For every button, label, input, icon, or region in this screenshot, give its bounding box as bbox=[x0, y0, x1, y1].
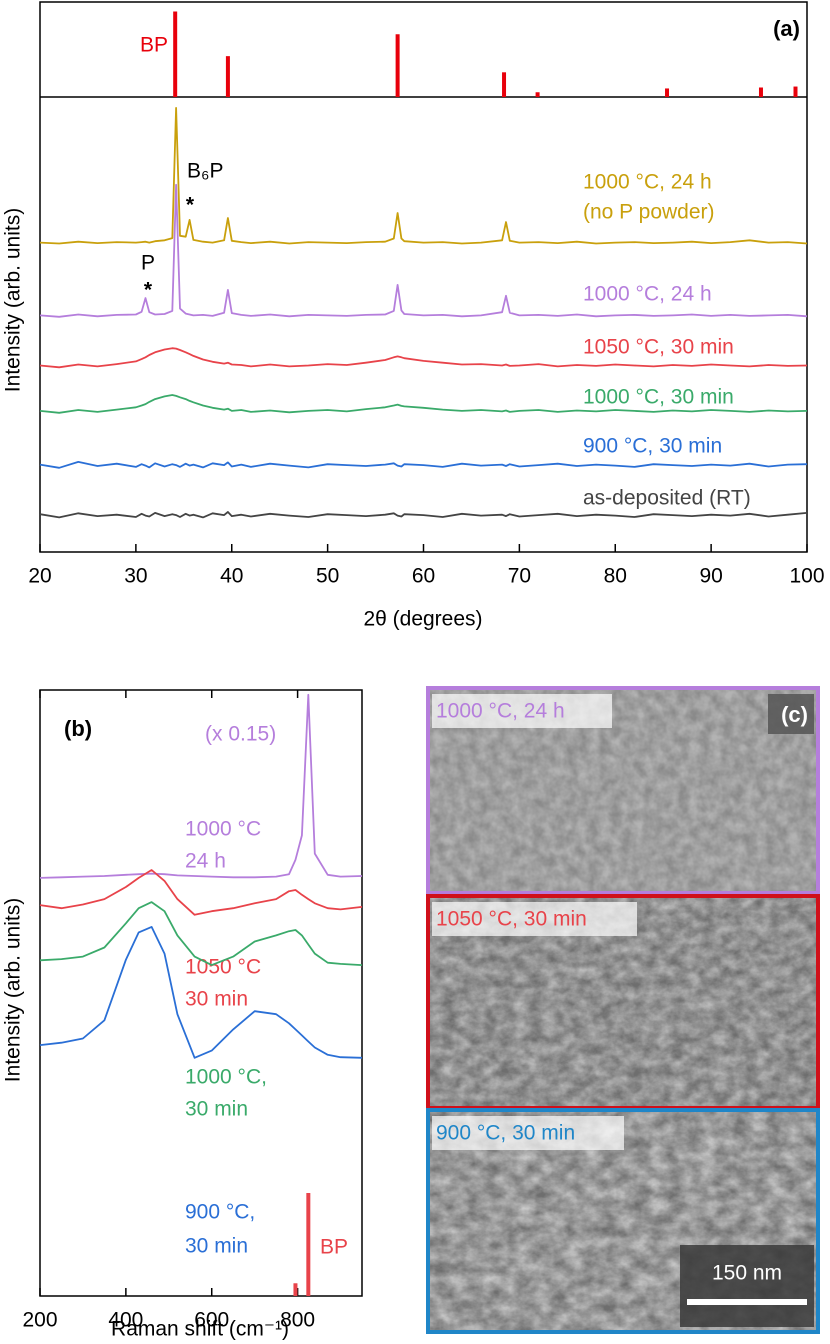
x-tick-label: 70 bbox=[508, 565, 531, 588]
panel-a: (a) BP 2θ (degrees) Intensity (arb. unit… bbox=[2, 1, 825, 631]
panel-label: (a) bbox=[773, 16, 800, 41]
series-label: 30 min bbox=[185, 988, 248, 1011]
x-tick-label: 90 bbox=[699, 565, 722, 588]
label-background bbox=[432, 1116, 624, 1150]
series-label: 1000 °C bbox=[185, 818, 261, 841]
image-label: 900 °C, 30 min bbox=[436, 1122, 575, 1145]
image-label: 1000 °C, 24 h bbox=[436, 700, 565, 723]
annotation: (x 0.15) bbox=[205, 723, 276, 746]
x-tick-label: 800 bbox=[280, 1309, 315, 1332]
x-tick-label: 600 bbox=[194, 1309, 229, 1332]
series-label: 900 °C, bbox=[185, 1201, 255, 1224]
series-label: 30 min bbox=[185, 1098, 248, 1121]
annotation: * bbox=[144, 279, 153, 302]
trace bbox=[39, 926, 363, 1059]
series-label: (no P powder) bbox=[583, 201, 715, 224]
image-border bbox=[426, 1108, 820, 1334]
plot-frame bbox=[39, 689, 363, 1297]
series-label: 24 h bbox=[185, 850, 226, 873]
series-label: 900 °C, 30 min bbox=[583, 435, 722, 458]
trace bbox=[39, 107, 808, 245]
label-background bbox=[768, 694, 814, 734]
panel-b: (b) (x 0.15) BP Raman shift (cm⁻¹) Inten… bbox=[2, 689, 363, 1341]
trace bbox=[39, 461, 808, 469]
trace bbox=[39, 693, 363, 879]
image-border bbox=[426, 686, 820, 895]
x-tick-label: 80 bbox=[604, 565, 627, 588]
series-label: 1000 °C, 30 min bbox=[583, 386, 734, 409]
series-label: 30 min bbox=[185, 1235, 248, 1258]
panel-c: 1000 °C, 24 h 1050 °C, 30 min 900 °C, 30 m… bbox=[426, 686, 820, 1334]
series-label: 1000 °C, 24 h bbox=[583, 171, 712, 194]
x-tick-label: 200 bbox=[22, 1309, 57, 1332]
series-label: 1050 °C, 30 min bbox=[583, 336, 734, 359]
x-tick-label: 60 bbox=[412, 565, 435, 588]
plot-frame bbox=[39, 1, 808, 553]
label-background bbox=[432, 694, 612, 728]
image-label: 1050 °C, 30 min bbox=[436, 908, 587, 931]
trace bbox=[39, 511, 808, 519]
x-tick-label: 40 bbox=[220, 565, 243, 588]
trace bbox=[39, 183, 808, 318]
x-axis-label: Raman shift (cm⁻¹) bbox=[111, 1318, 289, 1341]
scale-bar-background bbox=[680, 1245, 814, 1327]
x-axis-label: 2θ (degrees) bbox=[363, 608, 482, 631]
label-background bbox=[432, 902, 637, 936]
annotation: B₆P bbox=[187, 160, 223, 183]
x-tick-label: 400 bbox=[108, 1309, 143, 1332]
trace bbox=[39, 901, 363, 966]
reference-label: BP bbox=[320, 1236, 348, 1259]
x-tick-label: 50 bbox=[316, 565, 339, 588]
y-axis-label: Intensity (arb. units) bbox=[2, 898, 25, 1082]
x-tick-label: 100 bbox=[789, 565, 824, 588]
series-label: 1000 °C, 24 h bbox=[583, 283, 712, 306]
trace bbox=[39, 347, 808, 369]
series-label: 1050 °C bbox=[185, 956, 261, 979]
trace bbox=[39, 394, 808, 414]
series-label: as-deposited (RT) bbox=[583, 487, 751, 510]
reference-label: BP bbox=[140, 34, 168, 57]
annotation: * bbox=[186, 194, 195, 217]
x-tick-label: 30 bbox=[124, 565, 147, 588]
y-axis-label: Intensity (arb. units) bbox=[2, 208, 25, 392]
series-label: 1000 °C, bbox=[185, 1066, 267, 1089]
scale-bar-label: 150 nm bbox=[712, 1262, 782, 1285]
x-tick-label: 20 bbox=[28, 565, 51, 588]
trace bbox=[39, 869, 363, 916]
annotation: P bbox=[141, 252, 155, 275]
panel-label: (b) bbox=[64, 716, 92, 741]
panel-label: (c) bbox=[781, 702, 808, 727]
